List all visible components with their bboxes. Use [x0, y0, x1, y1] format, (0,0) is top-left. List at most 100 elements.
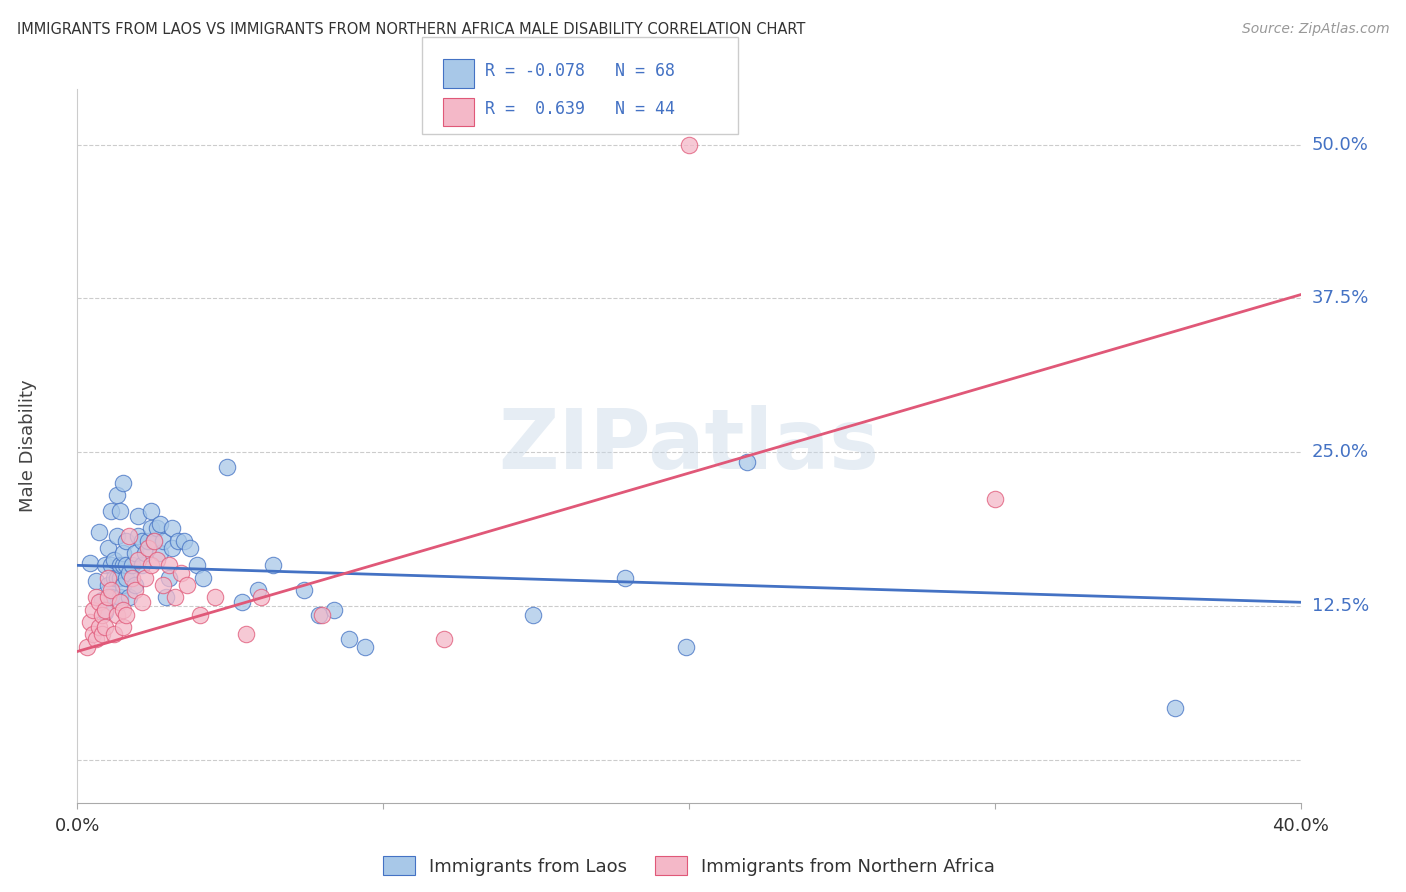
Point	[250, 591, 273, 605]
Point	[87, 525, 110, 540]
Point	[127, 553, 149, 567]
Point	[139, 504, 162, 518]
Legend: Immigrants from Laos, Immigrants from Northern Africa: Immigrants from Laos, Immigrants from No…	[382, 856, 995, 876]
Point	[173, 533, 195, 548]
Text: 12.5%: 12.5%	[1312, 597, 1369, 615]
Point	[157, 558, 180, 573]
Point	[323, 602, 346, 616]
Point	[142, 533, 165, 548]
Point	[179, 541, 201, 555]
Text: 25.0%: 25.0%	[1312, 443, 1369, 461]
Text: Source: ZipAtlas.com: Source: ZipAtlas.com	[1241, 22, 1389, 37]
Point	[188, 607, 211, 622]
Text: Male Disability: Male Disability	[20, 380, 38, 512]
Point	[191, 571, 214, 585]
Point	[136, 533, 159, 548]
Point	[139, 558, 162, 573]
Point	[108, 571, 131, 585]
Point	[121, 558, 143, 573]
Point	[613, 571, 636, 585]
Point	[87, 595, 110, 609]
Point	[108, 558, 131, 573]
Point	[112, 602, 135, 616]
Point	[100, 582, 122, 597]
Point	[118, 529, 141, 543]
Point	[311, 607, 333, 622]
Point	[112, 558, 135, 573]
Point	[142, 533, 165, 548]
Point	[100, 558, 122, 573]
Point	[204, 591, 226, 605]
Point	[115, 571, 138, 585]
Text: 37.5%: 37.5%	[1312, 289, 1369, 308]
Point	[433, 632, 456, 647]
Point	[108, 595, 131, 609]
Point	[84, 574, 107, 589]
Point	[94, 620, 117, 634]
Point	[131, 558, 153, 573]
Point	[149, 546, 172, 560]
Point	[115, 607, 138, 622]
Point	[131, 533, 153, 548]
Point	[136, 541, 159, 555]
Point	[146, 521, 169, 535]
Point	[112, 620, 135, 634]
Point	[105, 488, 128, 502]
Point	[339, 632, 361, 647]
Point	[152, 578, 174, 592]
Point	[134, 546, 156, 560]
Point	[97, 541, 120, 555]
Text: ZIPatlas: ZIPatlas	[499, 406, 879, 486]
Point	[121, 571, 143, 585]
Point	[231, 595, 253, 609]
Point	[94, 605, 117, 619]
Point	[112, 546, 135, 560]
Point	[1164, 701, 1187, 715]
Point	[522, 607, 544, 622]
Point	[94, 558, 117, 573]
Point	[246, 582, 269, 597]
Text: IMMIGRANTS FROM LAOS VS IMMIGRANTS FROM NORTHERN AFRICA MALE DISABILITY CORRELAT: IMMIGRANTS FROM LAOS VS IMMIGRANTS FROM …	[17, 22, 806, 37]
Point	[157, 571, 180, 585]
Point	[105, 607, 128, 622]
Point	[170, 566, 193, 580]
Text: 50.0%: 50.0%	[1312, 136, 1368, 153]
Text: R = -0.078   N = 68: R = -0.078 N = 68	[485, 62, 675, 79]
Point	[105, 571, 128, 585]
Point	[146, 553, 169, 567]
Point	[100, 591, 122, 605]
Point	[97, 571, 120, 585]
Point	[103, 571, 125, 585]
Point	[149, 516, 172, 531]
Point	[79, 556, 101, 570]
Point	[97, 591, 120, 605]
Point	[134, 571, 156, 585]
Point	[308, 607, 330, 622]
Point	[176, 578, 198, 592]
Point	[97, 578, 120, 592]
Point	[76, 640, 98, 654]
Point	[90, 607, 112, 622]
Point	[103, 553, 125, 567]
Point	[103, 627, 125, 641]
Point	[118, 591, 141, 605]
Point	[292, 582, 315, 597]
Point	[678, 137, 700, 152]
Point	[262, 558, 284, 573]
Point	[124, 546, 146, 560]
Point	[112, 475, 135, 490]
Point	[735, 455, 758, 469]
Point	[79, 615, 101, 629]
Point	[160, 521, 183, 535]
Point	[115, 533, 138, 548]
Point	[984, 491, 1007, 506]
Point	[165, 591, 187, 605]
Point	[155, 591, 177, 605]
Point	[94, 602, 117, 616]
Point	[108, 591, 131, 605]
Point	[82, 627, 104, 641]
Point	[353, 640, 375, 654]
Point	[105, 529, 128, 543]
Point	[90, 627, 112, 641]
Point	[90, 592, 112, 607]
